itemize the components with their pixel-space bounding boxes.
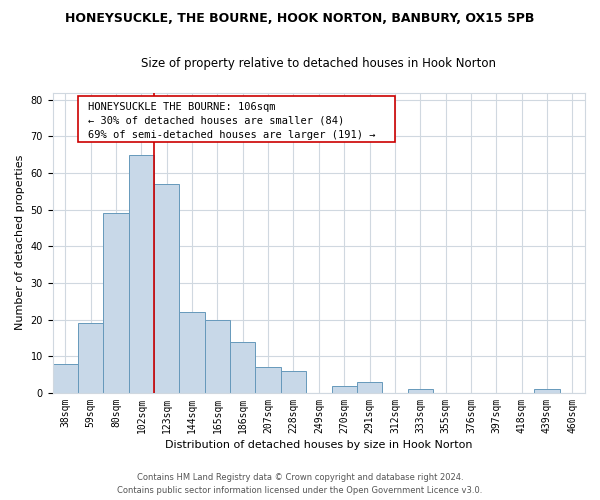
Text: ← 30% of detached houses are smaller (84): ← 30% of detached houses are smaller (84… — [88, 116, 344, 126]
Bar — [179, 312, 205, 393]
Text: HONEYSUCKLE THE BOURNE: 106sqm: HONEYSUCKLE THE BOURNE: 106sqm — [88, 102, 275, 112]
Bar — [535, 390, 560, 393]
Bar — [332, 386, 357, 393]
Y-axis label: Number of detached properties: Number of detached properties — [15, 155, 25, 330]
Text: 69% of semi-detached houses are larger (191) →: 69% of semi-detached houses are larger (… — [88, 130, 376, 140]
Bar — [357, 382, 382, 393]
Bar — [407, 390, 433, 393]
Bar — [53, 364, 78, 393]
Bar — [256, 368, 281, 393]
Text: Contains HM Land Registry data © Crown copyright and database right 2024.
Contai: Contains HM Land Registry data © Crown c… — [118, 473, 482, 495]
Title: Size of property relative to detached houses in Hook Norton: Size of property relative to detached ho… — [142, 58, 496, 70]
Bar — [281, 371, 306, 393]
Text: HONEYSUCKLE, THE BOURNE, HOOK NORTON, BANBURY, OX15 5PB: HONEYSUCKLE, THE BOURNE, HOOK NORTON, BA… — [65, 12, 535, 26]
X-axis label: Distribution of detached houses by size in Hook Norton: Distribution of detached houses by size … — [165, 440, 473, 450]
Bar — [230, 342, 256, 393]
Bar — [78, 324, 103, 393]
Bar — [154, 184, 179, 393]
Bar — [205, 320, 230, 393]
Bar — [129, 155, 154, 393]
FancyBboxPatch shape — [78, 96, 395, 142]
Bar — [103, 214, 129, 393]
